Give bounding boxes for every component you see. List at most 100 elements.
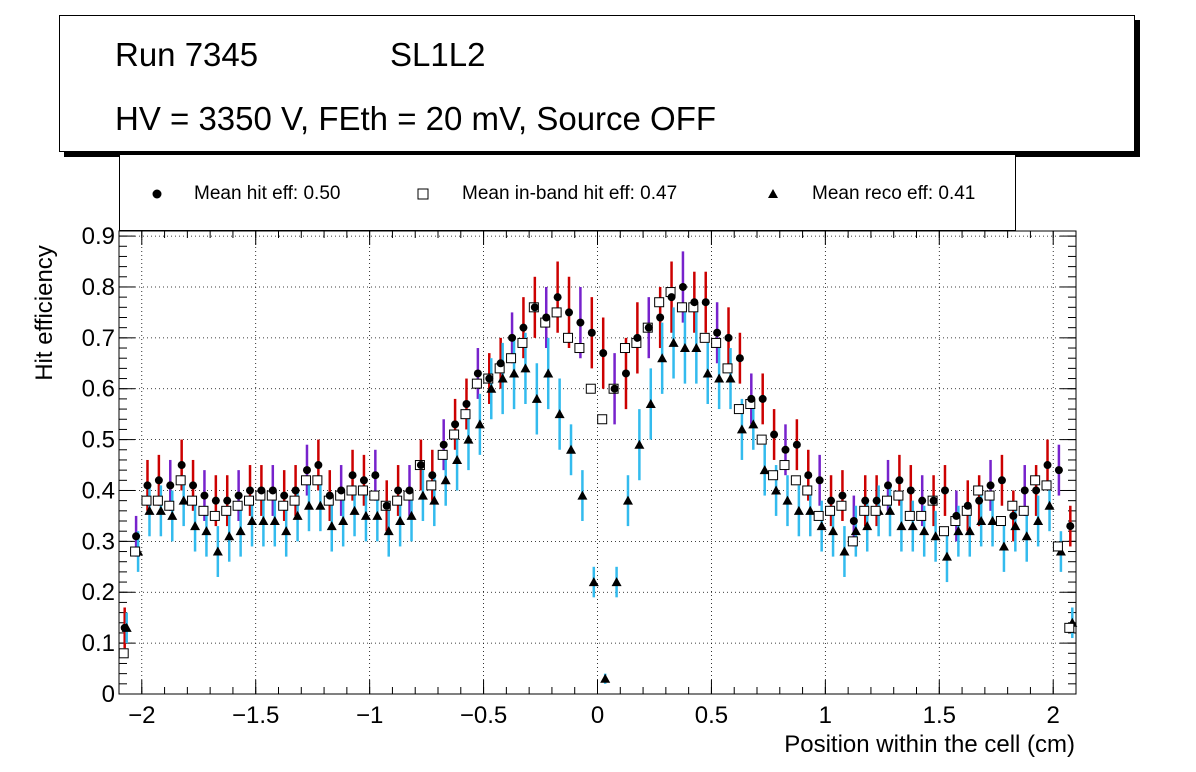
reco-point [281, 526, 292, 536]
reco-point [645, 398, 656, 408]
hit-point [610, 384, 619, 393]
hit-point [1066, 522, 1075, 531]
inband-point [802, 485, 813, 496]
reco-point [907, 521, 918, 531]
x-tick-label: −0.5 [460, 702, 507, 729]
reco-point [463, 434, 474, 444]
inband-point [619, 343, 630, 354]
reco-point [144, 505, 155, 515]
inband-point [300, 475, 311, 486]
inband-point [597, 414, 608, 425]
inband-point [152, 495, 163, 506]
hit-point [132, 532, 141, 541]
hit-point [758, 394, 767, 403]
hit-point [439, 440, 448, 449]
plot-frame [118, 230, 1077, 695]
hit-point [359, 476, 368, 485]
data-points [118, 251, 1078, 684]
inband-point [460, 409, 471, 420]
reco-point [1010, 521, 1021, 531]
inband-point [585, 383, 596, 394]
inband-point [187, 495, 198, 506]
hit-point [542, 313, 551, 322]
hit-point [1009, 511, 1018, 520]
reco-point [360, 510, 371, 520]
reco-point [679, 343, 690, 353]
hit-point [416, 461, 425, 470]
inband-point [278, 500, 289, 511]
hit-point [644, 323, 653, 332]
hit-point [382, 501, 391, 510]
hit-point [963, 501, 972, 510]
reco-point [782, 495, 793, 505]
reco-point [702, 368, 713, 378]
hit-point [781, 445, 790, 454]
hit-point [280, 491, 289, 500]
hit-point [827, 496, 836, 505]
inband-point [825, 505, 836, 516]
y-tick-label: 0.8 [82, 274, 115, 301]
hit-point [1032, 486, 1041, 495]
reco-point [269, 516, 280, 526]
inband-point [1064, 622, 1075, 633]
hit-point [815, 476, 824, 485]
title-box: Run 7345 SL1L2 HV = 3350 V, FEth = 20 mV… [59, 15, 1135, 152]
inband-point [574, 343, 585, 354]
hit-point [906, 486, 915, 495]
hit-point [154, 476, 163, 485]
hit-point [576, 318, 585, 327]
reco-point [452, 454, 463, 464]
reco-point [816, 521, 827, 531]
y-tick-label: 0.6 [82, 376, 115, 403]
x-axis-label: Position within the cell (cm) [784, 731, 1075, 758]
inband-point [209, 510, 220, 521]
hit-point [337, 486, 346, 495]
inband-point [733, 404, 744, 415]
reco-point [725, 373, 736, 383]
legend-hit-marker [152, 189, 162, 199]
y-axis-label: Hit efficiency [31, 245, 58, 381]
inband-point [699, 332, 710, 343]
reco-point [326, 521, 337, 531]
inband-point [164, 500, 175, 511]
hit-point [667, 293, 676, 302]
inband-point [506, 353, 517, 364]
hit-point [394, 486, 403, 495]
hit-point [314, 461, 323, 470]
x-tick-label: 0.5 [695, 702, 728, 729]
reco-point [793, 505, 804, 515]
x-tick-label: 2 [1047, 702, 1060, 729]
reco-point [543, 368, 554, 378]
hit-point [621, 369, 630, 378]
x-tick-label: 1 [819, 702, 832, 729]
hit-point [405, 486, 414, 495]
legend-reco-label: Mean reco eff: 0.41 [812, 183, 976, 204]
reco-point [406, 510, 417, 520]
reco-point [611, 577, 622, 587]
inband-point [654, 297, 665, 308]
inband-point [882, 495, 893, 506]
reco-point [976, 516, 987, 526]
reco-point [805, 505, 816, 515]
reco-point [247, 516, 258, 526]
inband-point [357, 485, 368, 496]
inband-point [437, 449, 448, 460]
y-tick-label: 0.9 [82, 223, 115, 250]
hit-point [792, 440, 801, 449]
hit-point [291, 486, 300, 495]
inband-point [471, 378, 482, 389]
hit-point [473, 369, 482, 378]
hit-point [166, 481, 175, 490]
inband-point [232, 500, 243, 511]
hit-point [678, 282, 687, 291]
reco-point [178, 495, 189, 505]
inband-point [244, 495, 255, 506]
reco-point [520, 363, 531, 373]
hit-point [735, 354, 744, 363]
hit-point [189, 481, 198, 490]
hit-point [120, 623, 129, 632]
inband-point [517, 337, 528, 348]
inband-point [551, 307, 562, 318]
hit-point [895, 476, 904, 485]
hit-point [211, 496, 220, 505]
